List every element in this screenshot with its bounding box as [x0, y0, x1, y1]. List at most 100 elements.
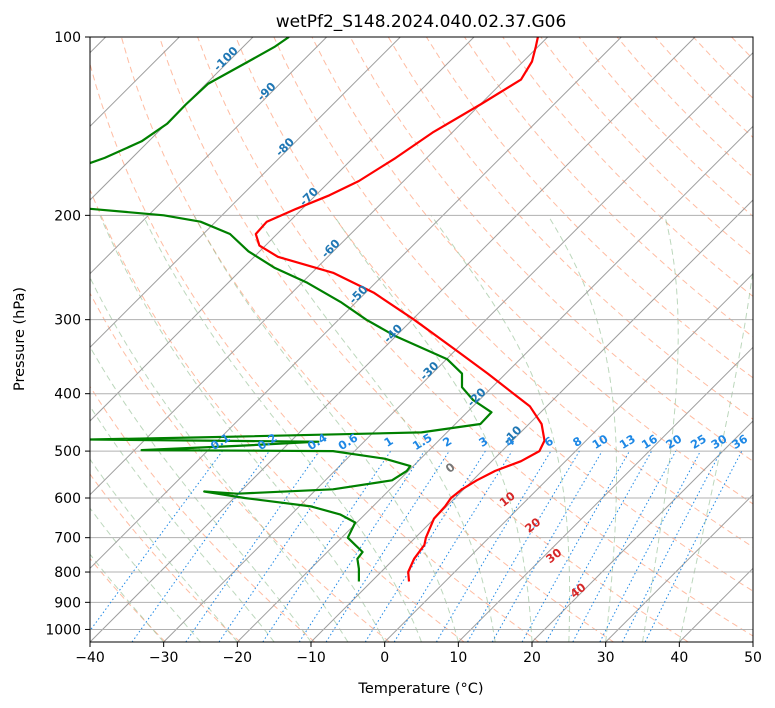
dry-adiabat	[90, 385, 316, 642]
moist-adiabat	[678, 265, 753, 642]
isotherm-label: -60	[318, 236, 343, 261]
y-tick-label: 900	[54, 595, 81, 611]
dewpoint-line	[90, 37, 493, 582]
mixing-ratio-label: 25	[688, 432, 709, 452]
isotherm-label: -90	[254, 79, 279, 104]
y-tick-label: 600	[54, 491, 81, 507]
temperature-line	[254, 37, 546, 582]
isotherm-line	[236, 125, 753, 642]
isotherm-line	[90, 37, 696, 642]
isotherm-label: -70	[296, 184, 321, 209]
mixing-ratio-line	[131, 450, 270, 642]
moist-adiabat	[99, 215, 386, 642]
isotherm-line	[90, 37, 401, 349]
x-tick-label: 30	[597, 650, 615, 666]
x-tick-label: −30	[149, 650, 179, 666]
dry-adiabat	[387, 37, 753, 420]
y-tick-label: 700	[54, 531, 81, 547]
mixing-ratio-label: 3	[476, 434, 490, 450]
x-tick-label: 0	[380, 650, 389, 666]
isotherm-line	[90, 37, 475, 422]
mixing-ratio-line	[262, 450, 392, 642]
isotherm-line	[90, 37, 254, 201]
x-tick-label: 10	[449, 650, 467, 666]
isotherm-line	[90, 37, 622, 570]
isotherm-line	[90, 37, 328, 275]
moist-adiabat	[255, 215, 496, 642]
x-tick-label: −20	[223, 650, 253, 666]
isotherm-line	[605, 493, 753, 642]
mixing-ratio-line	[435, 450, 552, 642]
isotherm-label: -10	[500, 423, 525, 448]
dry-adiabat	[692, 37, 753, 99]
dry-adiabat	[654, 37, 753, 139]
dry-adiabat	[90, 62, 540, 642]
mixing-ratio-label: 8	[570, 434, 584, 450]
moist-adiabat-label: 20	[522, 515, 543, 536]
mixing-ratio-line	[325, 450, 450, 642]
dry-adiabat	[159, 37, 689, 642]
dry-adiabat	[578, 37, 753, 218]
isotherm-line	[310, 199, 753, 642]
mixing-ratio-line	[185, 450, 320, 642]
mixing-ratio-line	[90, 450, 223, 632]
x-axis-label: Temperature (°C)	[357, 681, 483, 697]
y-tick-label: 400	[54, 387, 81, 403]
x-tick-label: 50	[744, 650, 762, 666]
moist-adiabat	[90, 507, 201, 642]
mixing-ratio-label: 36	[729, 432, 750, 452]
x-tick-label: 20	[523, 650, 541, 666]
isotherm-line	[163, 51, 753, 642]
label-layer: 0.1 0.2 0.4 0.6 1 1.5 2 3 4 6 8 10 13 16 20 25 30 36-100-…	[208, 44, 750, 601]
mixing-ratio-line	[572, 450, 677, 642]
chart-title: wetPf2_S148.2024.040.02.37.G06	[276, 12, 567, 32]
dry-adiabat	[311, 37, 753, 505]
dry-adiabat	[273, 37, 753, 548]
moist-adiabat-label: 40	[567, 580, 588, 601]
x-tick-label: 40	[670, 650, 688, 666]
mixing-ratio-label: 13	[617, 432, 638, 452]
mixing-ratio-line	[393, 450, 513, 642]
moist-adiabat	[430, 215, 571, 642]
mixing-ratio-line	[521, 450, 630, 642]
isotherm-line	[678, 567, 753, 642]
mixing-ratio-line	[644, 450, 743, 642]
x-tick-label: −10	[296, 650, 326, 666]
dry-adiabat	[464, 37, 753, 338]
dry-adiabat	[235, 37, 753, 592]
moist-adiabat	[193, 215, 459, 642]
isotherm-line	[752, 641, 753, 642]
y-tick-label: 800	[54, 565, 81, 581]
mixing-ratio-line	[599, 450, 701, 642]
mixing-ratio-line	[467, 450, 580, 642]
dry-adiabat	[770, 37, 775, 642]
isotherm-line	[90, 37, 549, 496]
mixing-ratio-label: 2	[440, 434, 454, 450]
isotherm-label: -50	[346, 282, 371, 307]
grid-layer	[90, 37, 775, 642]
isotherm-line	[384, 272, 753, 642]
moist-adiabat-label: 30	[543, 545, 564, 566]
moist-adiabat	[90, 458, 238, 642]
mixing-ratio-line	[218, 450, 351, 642]
moist-adiabat	[642, 215, 679, 642]
dry-adiabat	[120, 37, 614, 642]
dry-adiabat	[349, 37, 753, 462]
plot-frame	[89, 36, 754, 643]
mixing-ratio-line	[298, 450, 425, 642]
y-tick-label: 1000	[45, 622, 81, 638]
y-tick-label: 200	[54, 208, 81, 224]
x-tick-label: −40	[75, 650, 105, 666]
moist-adiabat	[90, 553, 165, 642]
mixing-ratio-line	[364, 450, 486, 642]
y-axis-label: Pressure (hPa)	[12, 287, 28, 391]
dry-adiabat	[90, 473, 241, 642]
moist-adiabat	[90, 345, 312, 642]
mixing-ratio-label: 30	[708, 432, 729, 452]
mixing-ratio-label: 1	[381, 434, 395, 450]
y-tick-label: 100	[54, 30, 81, 46]
moist-adiabat	[142, 215, 422, 642]
dry-adiabat	[90, 292, 390, 642]
axis-layer: −40 −30 −20 −10 0 10 20 30 40 5010020030040050060…	[45, 30, 762, 666]
